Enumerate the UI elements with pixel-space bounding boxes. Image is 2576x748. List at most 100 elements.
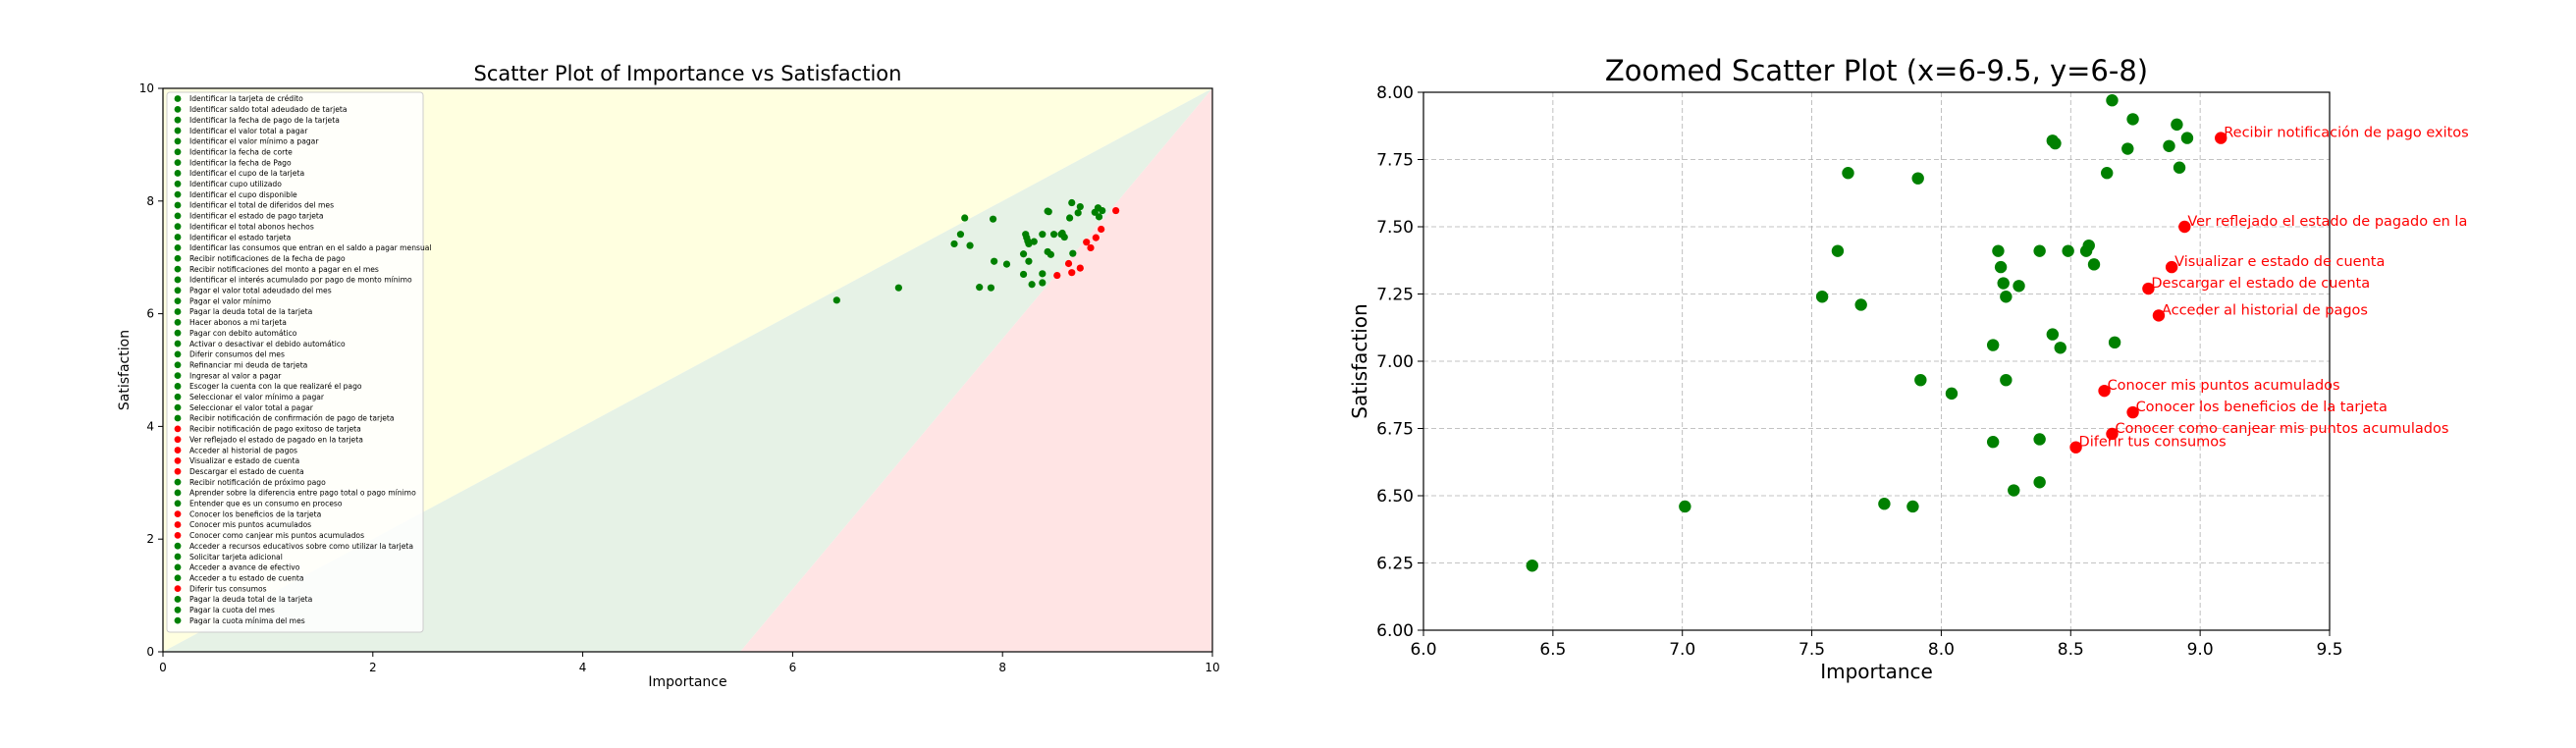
y-tick-label: 8.00 (1376, 83, 1414, 103)
legend-label: Identificar el valor total a pagar (189, 127, 308, 135)
legend-marker (174, 265, 182, 273)
legend-marker (174, 361, 182, 369)
legend-marker (174, 425, 182, 433)
x-tick-label: 4 (579, 661, 587, 674)
scatter-point (2173, 161, 2186, 174)
scatter-point (956, 231, 965, 239)
scatter-point (2171, 118, 2183, 132)
legend-box (166, 91, 424, 633)
scatter-point (832, 296, 840, 304)
scatter-point (1945, 387, 1959, 401)
zone-backgrounds (163, 88, 1212, 652)
legend-label: Acceder al historial de pagos (189, 446, 297, 454)
scatter-point (1986, 436, 2000, 449)
scatter-point (2215, 132, 2227, 144)
legend-marker (174, 159, 182, 167)
legend-label: Conocer los beneficios de la tarjeta (189, 509, 321, 518)
scatter-point (1045, 208, 1052, 216)
legend-label: Seleccionar el valor mínimo a pagar (189, 393, 325, 401)
legend-marker (174, 127, 182, 134)
point-annotation: Acceder al historial de pagos (2162, 302, 2368, 318)
x-axis-label: Importance (648, 674, 726, 690)
scatter-point (1039, 279, 1046, 287)
main-scatter-chart: 0 2 4 6 8 10 0 2 4 6 8 10 Identificar la tarjeta de… (117, 62, 1220, 690)
legend-label: Acceder a tu estado de cuenta (189, 573, 304, 582)
scatter-point (894, 284, 902, 292)
scatter-point (2121, 142, 2134, 155)
point-annotation: Ver reflejado el estado de pagado en la (2187, 214, 2467, 230)
legend-marker (174, 447, 182, 454)
legend-marker (174, 329, 182, 337)
y-tick-label: 8 (146, 194, 154, 208)
scatter-point (1914, 373, 1927, 387)
legend-label: Seleccionar el valor total a pagar (189, 403, 314, 412)
legend-label: Hacer abonos a mi tarjeta (189, 318, 287, 327)
zone-2 (739, 88, 1212, 652)
legend-label: Recibir notificación de próximo pago (189, 478, 326, 487)
point-annotation: Visualizar e estado de cuenta (2174, 254, 2385, 270)
scatter-point (1076, 264, 1084, 272)
legend-marker (174, 201, 182, 209)
scatter-point (2165, 260, 2178, 274)
scatter-point (1842, 167, 1854, 180)
x-tick-label: 7.0 (1669, 640, 1695, 660)
legend-label: Visualizar e estado de cuenta (189, 456, 299, 465)
point-annotation: Conocer mis puntos acumulados (2108, 378, 2340, 394)
scatter-point (1049, 231, 1058, 239)
scatter-point (1878, 498, 1891, 510)
legend-label: Identificar la fecha de corte (189, 147, 293, 156)
legend-marker (174, 436, 182, 444)
scatter-point (1906, 500, 1919, 513)
y-tick-label: 7.50 (1376, 218, 1414, 238)
scatter-point (1066, 214, 1074, 222)
legend-marker (174, 137, 182, 145)
legend-marker (174, 489, 182, 497)
data-points (1526, 94, 2227, 572)
scatter-point (1060, 233, 1068, 241)
scatter-point (1039, 270, 1046, 278)
scatter-point (1028, 281, 1036, 289)
legend-label: Entender que es un consumo en proceso (189, 500, 343, 508)
scatter-point (1679, 500, 1691, 513)
y-tick-label: 7.00 (1376, 352, 1414, 372)
scatter-point (1019, 270, 1028, 279)
scatter-point (1986, 339, 2000, 351)
legend-marker (174, 308, 182, 315)
legend-label: Conocer mis puntos acumulados (189, 520, 311, 529)
legend-marker (174, 510, 182, 518)
legend-label: Aprender sobre la diferencia entre pago … (189, 489, 416, 498)
scatter-point (1098, 225, 1105, 234)
legend-label: Pagar la cuota del mes (189, 606, 275, 614)
y-tick-label: 0 (146, 645, 154, 659)
scatter-point (961, 214, 969, 222)
legend-label: Identificar cupo utilizado (189, 180, 282, 188)
legend-label: Identificar el estado tarjeta (189, 233, 291, 241)
scatter-point (2000, 373, 2012, 387)
legend-label: Recibir notificaciones del monto a pagar… (189, 265, 379, 274)
scatter-point (2163, 139, 2175, 152)
legend-marker (174, 190, 182, 198)
scatter-point (2012, 280, 2025, 293)
axis-ticks: 6.0 6.5 7.0 7.5 8.0 8.5 9.0 9.5 6.00 6.25 6.50 6.75… (1376, 83, 2342, 660)
scatter-point (2033, 433, 2046, 446)
x-tick-label: 2 (369, 661, 377, 674)
scatter-point (1087, 243, 1095, 252)
legend-marker (174, 116, 182, 124)
legend-marker (174, 585, 182, 592)
x-tick-label: 8.5 (2058, 640, 2084, 660)
legend-label: Recibir notificaciones de la fecha de pa… (189, 254, 346, 263)
legend-label: Acceder a avance de efectivo (189, 563, 300, 572)
scatter-point (2033, 476, 2046, 489)
legend-label: Identificar el valor mínimo a pagar (189, 137, 319, 146)
point-annotation: Recibir notificación de pago exitos (2224, 126, 2468, 141)
legend-marker (174, 606, 182, 614)
scatter-point (2046, 328, 2060, 341)
x-tick-label: 9.0 (2187, 640, 2214, 660)
legend-label: Identificar la fecha de Pago (189, 158, 292, 167)
plot-frame (162, 87, 1213, 653)
legend-marker (174, 596, 182, 603)
y-tick-label: 6.75 (1376, 420, 1414, 440)
scatter-point (1997, 277, 2010, 290)
scatter-point (1030, 238, 1038, 245)
